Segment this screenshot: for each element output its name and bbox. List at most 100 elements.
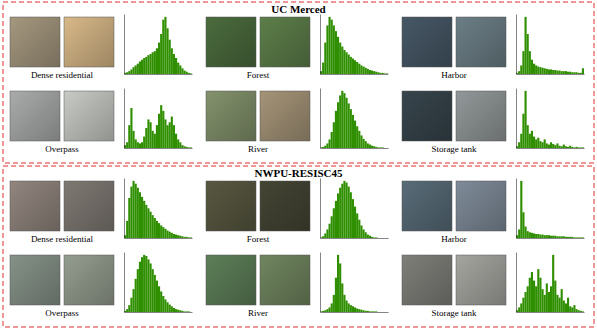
histogram-bar (367, 143, 369, 148)
axis-line (321, 74, 389, 75)
panel: Dense residential (10, 15, 193, 81)
histogram-bar (343, 181, 345, 238)
histogram-bar (150, 212, 152, 238)
histogram-bar (386, 312, 388, 313)
histogram-bar (537, 138, 539, 148)
histogram-bar (363, 229, 365, 238)
histogram-bar (133, 289, 135, 312)
x-axis (517, 148, 585, 149)
histogram-bar (542, 235, 544, 238)
histogram-bar (380, 147, 382, 148)
histogram-bar (333, 122, 335, 148)
histogram-bar (126, 72, 128, 74)
histogram-bar (150, 263, 152, 312)
histogram-bar (348, 303, 350, 312)
axis-line (321, 312, 389, 313)
histogram-bar (167, 28, 169, 74)
panel: Overpass (10, 89, 193, 155)
histogram-bar (561, 289, 563, 312)
histogram-bar (377, 312, 379, 313)
section-title: UC Merced (271, 3, 325, 15)
histogram-bars (320, 91, 384, 148)
histogram-bar (341, 91, 343, 148)
axis-line (124, 15, 125, 75)
histogram-bar (152, 215, 154, 238)
histogram-bar (527, 34, 529, 74)
histogram-bar (158, 223, 160, 238)
thumbnail (64, 181, 114, 231)
histogram-bar (171, 306, 173, 312)
histogram-bar (188, 237, 190, 238)
histogram-bar (181, 236, 183, 238)
x-axis (517, 74, 585, 75)
histogram-bar (563, 145, 565, 148)
histogram-bar (169, 122, 171, 148)
histogram-bar (371, 311, 373, 312)
histogram-bar (529, 232, 531, 238)
histogram-bar (563, 71, 565, 74)
histogram-bar (333, 295, 335, 312)
histogram-bar (331, 132, 333, 148)
panel-label: Forest (247, 234, 270, 244)
histogram-bar (377, 72, 379, 74)
histogram-bar (169, 40, 171, 74)
histogram-bar (139, 262, 141, 312)
histogram-bars (320, 181, 377, 238)
axis-line (320, 253, 321, 313)
histogram-bar (571, 147, 573, 148)
histogram-bar (518, 71, 520, 74)
histogram-bar (322, 63, 324, 74)
histogram-bar (552, 255, 554, 312)
axis-line (516, 253, 517, 313)
histogram-bar (356, 309, 358, 312)
histogram-bar (339, 188, 341, 238)
histogram-bar (386, 148, 388, 149)
histogram-bar (324, 233, 326, 238)
histogram-bar (175, 58, 177, 74)
histogram-bar (190, 73, 192, 74)
histogram-bar (559, 298, 561, 312)
histogram-bar (331, 20, 333, 74)
histogram-bar (386, 238, 388, 239)
y-axis (320, 253, 321, 313)
histogram-bar (354, 207, 356, 238)
histogram-bar (548, 69, 550, 74)
histogram-bar (522, 114, 524, 148)
histogram-bar (335, 278, 337, 312)
thumbnail (64, 17, 114, 67)
histogram-bar (365, 68, 367, 74)
thumbnail (260, 91, 310, 141)
histogram-bar (341, 184, 343, 238)
histogram-bar (137, 64, 139, 74)
panel: River (206, 253, 389, 319)
histogram-bar (550, 69, 552, 74)
histogram-bar (533, 281, 535, 312)
histogram-bar (578, 310, 580, 312)
histogram-bar (188, 73, 190, 74)
histogram-bar (382, 147, 384, 148)
panel-label: Dense residential (31, 70, 94, 80)
histogram-bar (350, 305, 352, 312)
histogram-bar (529, 278, 531, 312)
histogram-bar (160, 225, 162, 238)
histogram-bar (339, 43, 341, 74)
histogram-bar (126, 142, 128, 148)
histogram-bar (552, 70, 554, 74)
histogram-bar (527, 125, 529, 148)
histogram-bar (169, 305, 171, 312)
histogram-bar (171, 233, 173, 238)
histogram-bar (525, 17, 527, 74)
panel: Harbor (402, 179, 585, 245)
histogram-bar (544, 139, 546, 148)
histogram-bar (162, 296, 164, 312)
histogram-bar (358, 64, 360, 74)
thumbnail (402, 255, 452, 305)
histogram-bar (175, 134, 177, 148)
x-axis (321, 74, 389, 75)
histogram-bar (331, 303, 333, 312)
x-axis (125, 74, 193, 75)
histogram-bar (179, 65, 181, 74)
histogram-bar (184, 311, 186, 312)
histogram-bar (186, 237, 188, 238)
panel: Dense residential (10, 179, 193, 245)
